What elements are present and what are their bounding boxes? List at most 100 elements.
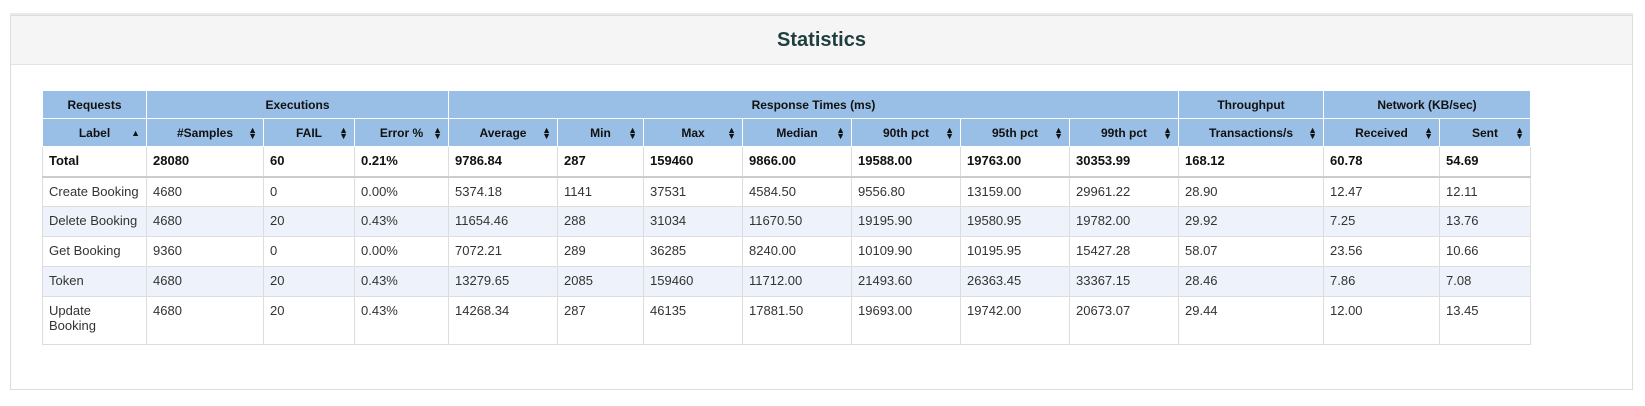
table-cell: 12.47	[1323, 176, 1440, 207]
sort-both-icon[interactable]: ▲ ▼	[1424, 124, 1433, 141]
column-header-label: 99th pct	[1100, 125, 1147, 140]
column-header-max[interactable]: Max ▲ ▼	[643, 118, 743, 147]
group-header-executions: Executions	[146, 90, 449, 119]
column-header-label: Max	[681, 125, 705, 140]
sort-both-icon[interactable]: ▲ ▼	[1163, 124, 1172, 141]
table-cell: 159460	[643, 266, 743, 297]
column-header-received[interactable]: Received ▲ ▼	[1323, 118, 1440, 147]
table-cell: 29.44	[1178, 296, 1324, 345]
table-cell: 7.25	[1323, 206, 1440, 237]
column-header-sent[interactable]: Sent ▲ ▼	[1439, 118, 1531, 147]
statistics-table-container: Requests Executions Response Times (ms) Thr…	[42, 90, 1531, 345]
column-header-min[interactable]: Min ▲ ▼	[557, 118, 644, 147]
group-header-throughput: Throughput	[1178, 90, 1324, 119]
table-cell: 19693.00	[851, 296, 961, 345]
column-header-row: Label ▲ #Samples ▲ ▼ FAIL ▲ ▼ Error % ▲ ▼ Average ▲ ▼…	[42, 118, 1531, 147]
column-header-fail[interactable]: FAIL ▲ ▼	[263, 118, 355, 147]
sort-ascending-icon[interactable]: ▲	[131, 127, 140, 138]
table-cell: 4680	[146, 176, 264, 207]
table-cell: 13159.00	[960, 176, 1070, 207]
table-cell: 17881.50	[742, 296, 852, 345]
table-cell: 19195.90	[851, 206, 961, 237]
table-cell: 10109.90	[851, 236, 961, 267]
table-cell: 287	[557, 296, 644, 345]
column-header-samples[interactable]: #Samples ▲ ▼	[146, 118, 264, 147]
table-cell: 19588.00	[851, 146, 961, 178]
table-cell: 8240.00	[742, 236, 852, 267]
table-cell: 58.07	[1178, 236, 1324, 267]
table-cell: 28080	[146, 146, 264, 178]
column-header-average[interactable]: Average ▲ ▼	[448, 118, 558, 147]
table-cell: 7.86	[1323, 266, 1440, 297]
sort-both-icon[interactable]: ▲ ▼	[248, 124, 257, 141]
sort-both-icon[interactable]: ▲ ▼	[433, 124, 442, 141]
sort-both-icon[interactable]: ▲ ▼	[727, 124, 736, 141]
group-header-network-kb-sec: Network (KB/sec)	[1323, 90, 1531, 119]
column-header-error[interactable]: Error % ▲ ▼	[354, 118, 449, 147]
table-cell: 29.92	[1178, 206, 1324, 237]
column-header-95th-pct[interactable]: 95th pct ▲ ▼	[960, 118, 1070, 147]
row-label-cell: Total	[42, 146, 147, 178]
table-cell: 15427.28	[1069, 236, 1179, 267]
sort-both-icon[interactable]: ▲ ▼	[1054, 124, 1063, 141]
column-header-label: Received	[1355, 125, 1408, 140]
table-cell: 13.76	[1439, 206, 1531, 237]
column-header-label[interactable]: Label ▲	[42, 118, 147, 147]
table-cell: 30353.99	[1069, 146, 1179, 178]
column-header-label: Label	[78, 125, 111, 140]
table-cell: 60	[263, 146, 355, 178]
table-cell: 0	[263, 236, 355, 267]
sort-both-icon[interactable]: ▲ ▼	[542, 124, 551, 141]
group-header-response-times-ms: Response Times (ms)	[448, 90, 1179, 119]
table-cell: 0.00%	[354, 236, 449, 267]
sort-both-icon[interactable]: ▲ ▼	[1515, 124, 1524, 141]
row-label-cell: Token	[42, 266, 147, 297]
sort-both-icon[interactable]: ▲ ▼	[945, 124, 954, 141]
table-cell: 0.00%	[354, 176, 449, 207]
table-cell: 13279.65	[448, 266, 558, 297]
table-cell: 9786.84	[448, 146, 558, 178]
table-cell: 9556.80	[851, 176, 961, 207]
table-cell: 7072.21	[448, 236, 558, 267]
column-header-label: #Samples	[176, 125, 234, 140]
column-header-transactions-s[interactable]: Transactions/s ▲ ▼	[1178, 118, 1324, 147]
total-row: Total 28080 60 0.21% 9786.84 287 159460 9866.00…	[42, 146, 1531, 178]
table-cell: 11670.50	[742, 206, 852, 237]
table-cell: 28.46	[1178, 266, 1324, 297]
table-row: Token 4680 20 0.43% 13279.65 2085 159460 11712.…	[42, 266, 1531, 297]
table-cell: 0.43%	[354, 206, 449, 237]
table-cell: 0	[263, 176, 355, 207]
table-cell: 13.45	[1439, 296, 1531, 345]
sort-both-icon[interactable]: ▲ ▼	[628, 124, 637, 141]
table-cell: 159460	[643, 146, 743, 178]
sort-both-icon[interactable]: ▲ ▼	[836, 124, 845, 141]
sort-both-icon[interactable]: ▲ ▼	[1308, 124, 1317, 141]
column-header-90th-pct[interactable]: 90th pct ▲ ▼	[851, 118, 961, 147]
row-label-cell: Update Booking	[42, 296, 147, 345]
table-cell: 289	[557, 236, 644, 267]
column-header-99th-pct[interactable]: 99th pct ▲ ▼	[1069, 118, 1179, 147]
table-cell: 20673.07	[1069, 296, 1179, 345]
table-cell: 9360	[146, 236, 264, 267]
column-header-label: Sent	[1471, 125, 1498, 140]
sort-both-icon[interactable]: ▲ ▼	[339, 124, 348, 141]
table-cell: 26363.45	[960, 266, 1070, 297]
column-header-label: Min	[590, 125, 611, 140]
table-row: Get Booking 9360 0 0.00% 7072.21 289 36285 8240…	[42, 236, 1531, 267]
table-cell: 10.66	[1439, 236, 1531, 267]
table-cell: 5374.18	[448, 176, 558, 207]
table-cell: 4680	[146, 266, 264, 297]
group-header-row: Requests Executions Response Times (ms) Thr…	[42, 90, 1531, 119]
table-cell: 4680	[146, 206, 264, 237]
table-cell: 0.43%	[354, 296, 449, 345]
column-header-label: FAIL	[296, 125, 322, 140]
table-cell: 0.21%	[354, 146, 449, 178]
table-cell: 19763.00	[960, 146, 1070, 178]
table-cell: 12.11	[1439, 176, 1531, 207]
table-row: Delete Booking 4680 20 0.43% 11654.46 288 3103…	[42, 206, 1531, 237]
table-cell: 29961.22	[1069, 176, 1179, 207]
column-header-median[interactable]: Median ▲ ▼	[742, 118, 852, 147]
table-cell: 2085	[557, 266, 644, 297]
table-cell: 288	[557, 206, 644, 237]
column-header-label: Median	[776, 125, 818, 140]
